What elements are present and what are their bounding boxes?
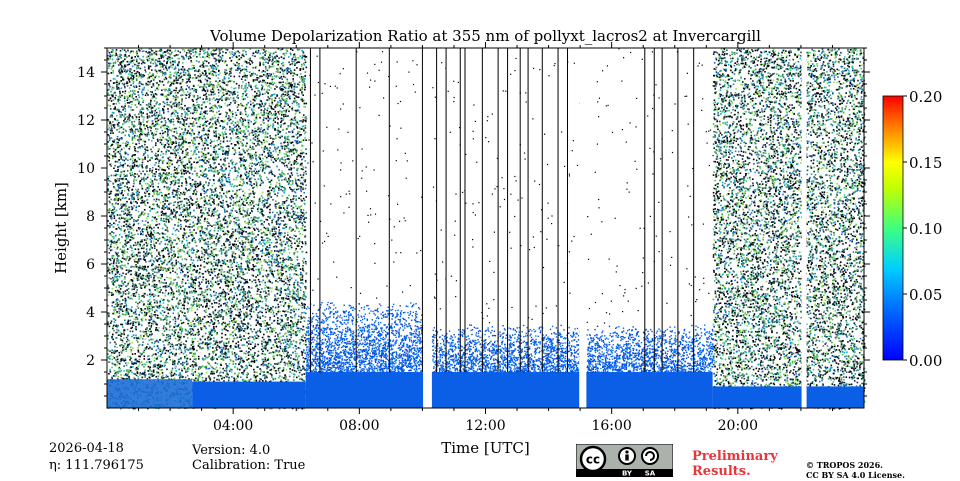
surface-layer: [192, 382, 306, 408]
results-label: Results.: [692, 464, 751, 479]
colorbar-tick-label: 0.00: [909, 352, 942, 370]
plot-area: [107, 48, 866, 410]
colorbar-tick-label: 0.05: [909, 286, 942, 304]
surface-layer: [107, 379, 192, 408]
y-tick-label: 4: [86, 305, 95, 321]
colorbar-tick-label: 0.15: [909, 154, 942, 172]
x-axis-label: Time [UTC]: [441, 439, 530, 457]
preliminary-label: Preliminary: [692, 449, 778, 464]
colorbar-scale: [883, 96, 903, 360]
version-label: Version: 4.0: [192, 443, 270, 459]
y-axis-label: Height [km]: [52, 182, 70, 274]
y-tick-label: 12: [77, 113, 95, 129]
y-tick-label: 14: [77, 65, 95, 81]
eta-label: η: 111.796175: [49, 458, 144, 474]
x-tick-label: 08:00: [339, 418, 379, 434]
calibration-label: Calibration: True: [192, 458, 305, 474]
colorbar-tick-label: 0.10: [909, 220, 942, 238]
license-label: CC BY SA 4.0 License.: [806, 470, 905, 481]
data-gap: [423, 48, 428, 408]
y-tick-label: 2: [86, 353, 95, 369]
surface-layer: [713, 386, 864, 408]
data-gap: [579, 48, 584, 408]
y-tick-label: 10: [77, 161, 95, 177]
data-gap: [802, 48, 807, 408]
y-tick-label: 8: [86, 209, 95, 225]
y-tick-label: 6: [86, 257, 95, 273]
x-tick-label: 16:00: [591, 418, 631, 434]
x-tick-label: 20:00: [718, 418, 758, 434]
x-tick-label: 04:00: [213, 418, 253, 434]
x-tick-label: 12:00: [465, 418, 505, 434]
colorbar-tick-label: 0.20: [909, 88, 942, 106]
sa-share-icon: [642, 448, 658, 464]
cc-license-badge: cc BY SA: [576, 444, 673, 477]
date-label: 2026-04-18: [49, 441, 124, 457]
colorbar: 0.00 0.05 0.10 0.15 0.20: [883, 88, 942, 370]
